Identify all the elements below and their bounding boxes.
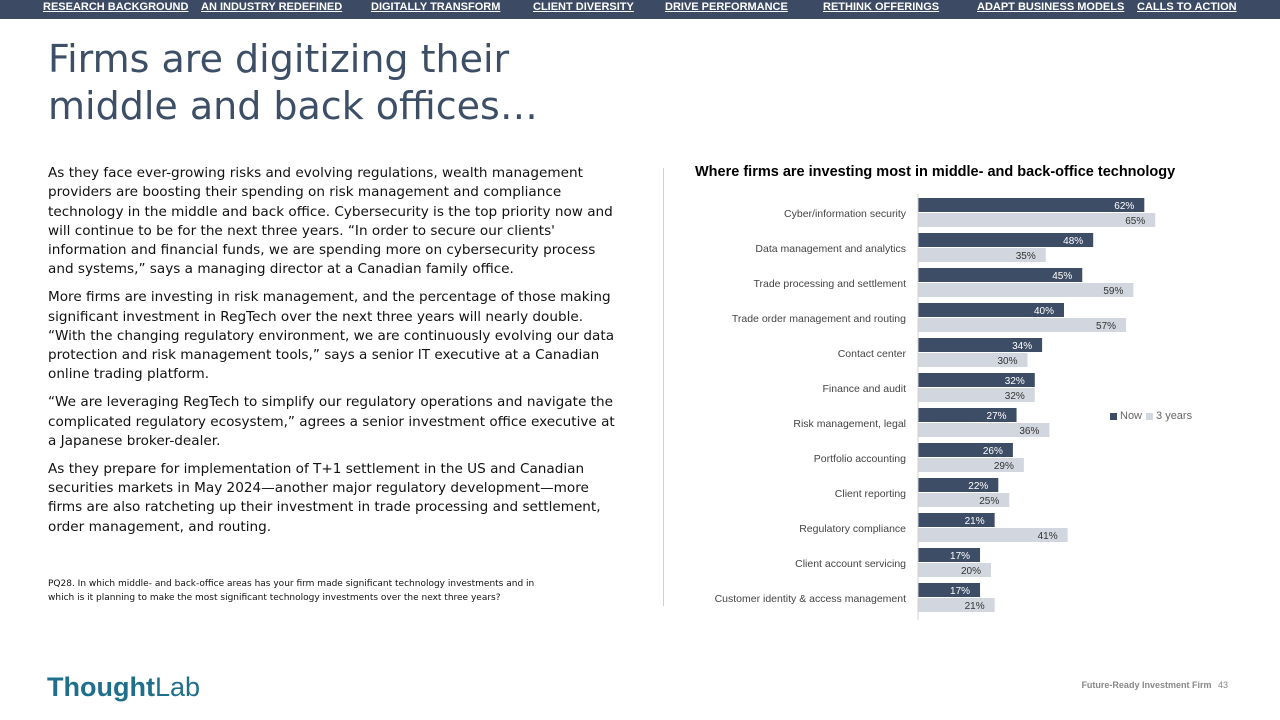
chart-title: Where firms are investing most in middle… xyxy=(695,164,1176,180)
bar-3-years-client-reporting xyxy=(918,493,1010,507)
survey-footnote: PQ28. In which middle- and back-office a… xyxy=(48,577,548,605)
data-label-now-customer-identity-access-management: 17% xyxy=(950,586,970,597)
nav-link-an-industry-redefined[interactable]: AN INDUSTRY REDEFINED xyxy=(201,1,343,13)
legend-label-now: Now xyxy=(1120,410,1143,422)
nav-link-client-diversity[interactable]: CLIENT DIVERSITY xyxy=(533,1,634,13)
category-label-trade-order-management-and-routing: Trade order management and routing xyxy=(732,313,906,325)
bar-3-years-regulatory-compliance xyxy=(918,528,1068,542)
body-text: As they face ever-growing risks and evol… xyxy=(48,164,616,545)
footnote-line-2: which is it planning to make the most si… xyxy=(48,593,501,603)
chart-legend: Now 3 years xyxy=(1110,410,1196,422)
nav-link-adapt-business-models[interactable]: ADAPT BUSINESS MODELS xyxy=(977,1,1125,13)
category-label-client-account-servicing: Client account servicing xyxy=(795,558,906,570)
body-paragraph-1: As they face ever-growing risks and evol… xyxy=(48,165,613,278)
category-label-portfolio-accounting: Portfolio accounting xyxy=(814,453,906,465)
data-label-now-cyber-information-security: 62% xyxy=(1114,201,1134,212)
page-title-line-1: Firms are digitizing their xyxy=(48,37,510,81)
data-label-now-risk-management-legal: 27% xyxy=(987,411,1007,422)
legend-swatch-now xyxy=(1110,412,1117,420)
data-label-3-years-client-account-servicing: 20% xyxy=(961,566,981,577)
logo-text-light: Lab xyxy=(154,672,201,702)
page-footer: Future-Ready Investment Firm 43 xyxy=(1081,680,1228,690)
bar-3-years-risk-management-legal xyxy=(918,423,1050,437)
data-label-3-years-data-management-and-analytics: 35% xyxy=(1016,251,1036,262)
data-label-3-years-client-reporting: 25% xyxy=(979,496,999,507)
bar-now-data-management-and-analytics xyxy=(918,233,1094,247)
category-label-client-reporting: Client reporting xyxy=(835,488,906,500)
bar-now-finance-and-audit xyxy=(918,373,1035,387)
bar-now-client-account-servicing xyxy=(918,548,981,562)
data-label-now-client-reporting: 22% xyxy=(968,481,988,492)
bar-3-years-cyber-information-security xyxy=(918,213,1156,227)
legend-item-now: Now xyxy=(1110,410,1142,422)
top-nav-bar: RESEARCH BACKGROUND AN INDUSTRY REDEFINE… xyxy=(0,0,1280,19)
bar-3-years-trade-order-management-and-routing xyxy=(918,318,1127,332)
nav-link-digitally-transform[interactable]: DIGITALLY TRANSFORM xyxy=(371,1,501,13)
bar-3-years-client-account-servicing xyxy=(918,563,991,577)
investment-bar-chart: Cyber/information security 62% 65% Data man… xyxy=(715,194,1156,620)
body-paragraph-2: More firms are investing in risk managem… xyxy=(48,289,615,383)
data-label-3-years-finance-and-audit: 32% xyxy=(1005,391,1025,402)
page-number: 43 xyxy=(1217,680,1228,690)
data-label-3-years-cyber-information-security: 65% xyxy=(1125,216,1145,227)
data-label-3-years-risk-management-legal: 36% xyxy=(1019,426,1039,437)
data-label-now-regulatory-compliance: 21% xyxy=(965,516,985,527)
bar-3-years-data-management-and-analytics xyxy=(918,248,1046,262)
bar-now-customer-identity-access-management xyxy=(918,583,981,597)
bar-now-client-reporting xyxy=(918,478,999,492)
category-label-customer-identity-access-management: Customer identity & access management xyxy=(715,593,907,605)
bar-now-trade-processing-and-settlement xyxy=(918,268,1083,282)
nav-link-rethink-offerings[interactable]: RETHINK OFFERINGS xyxy=(823,1,940,13)
bar-3-years-contact-center xyxy=(918,353,1028,367)
data-label-now-trade-order-management-and-routing: 40% xyxy=(1034,306,1054,317)
data-label-3-years-trade-order-management-and-routing: 57% xyxy=(1096,321,1116,332)
bar-now-risk-management-legal xyxy=(918,408,1017,422)
logo-text-bold: Thought xyxy=(47,672,155,702)
bar-now-cyber-information-security xyxy=(918,198,1145,212)
body-paragraph-3: “We are leveraging RegTech to simplify o… xyxy=(48,394,615,449)
data-label-now-client-account-servicing: 17% xyxy=(950,551,970,562)
legend-label-3-years: 3 years xyxy=(1156,410,1193,422)
nav-link-drive-performance[interactable]: DRIVE PERFORMANCE xyxy=(665,1,788,13)
page-title: Firms are digitizing their middle and ba… xyxy=(48,36,648,130)
data-label-3-years-contact-center: 30% xyxy=(997,356,1017,367)
legend-item-3-years: 3 years xyxy=(1146,410,1192,422)
category-label-data-management-and-analytics: Data management and analytics xyxy=(755,243,906,255)
body-paragraph-4: As they prepare for implementation of T+… xyxy=(48,460,601,535)
category-label-contact-center: Contact center xyxy=(838,348,907,360)
bar-now-portfolio-accounting xyxy=(918,443,1013,457)
vertical-divider xyxy=(663,168,664,606)
bar-now-trade-order-management-and-routing xyxy=(918,303,1064,317)
bar-3-years-customer-identity-access-management xyxy=(918,598,995,612)
data-label-now-contact-center: 34% xyxy=(1012,341,1032,352)
data-label-3-years-customer-identity-access-management: 21% xyxy=(965,601,985,612)
data-label-3-years-trade-processing-and-settlement: 59% xyxy=(1103,286,1123,297)
category-label-cyber-information-security: Cyber/information security xyxy=(784,208,907,220)
data-label-now-finance-and-audit: 32% xyxy=(1005,376,1025,387)
thoughtlab-logo: ThoughtLab xyxy=(47,672,200,703)
data-label-now-portfolio-accounting: 26% xyxy=(983,446,1003,457)
data-label-3-years-regulatory-compliance: 41% xyxy=(1038,531,1058,542)
category-label-risk-management-legal: Risk management, legal xyxy=(793,418,906,430)
bar-3-years-finance-and-audit xyxy=(918,388,1035,402)
bar-3-years-trade-processing-and-settlement xyxy=(918,283,1134,297)
data-label-now-trade-processing-and-settlement: 45% xyxy=(1052,271,1072,282)
bar-now-contact-center xyxy=(918,338,1043,352)
footer-brand: Future-Ready Investment Firm xyxy=(1081,680,1212,690)
nav-link-research-background[interactable]: RESEARCH BACKGROUND xyxy=(43,1,189,13)
legend-swatch-3-years xyxy=(1146,412,1154,420)
category-label-trade-processing-and-settlement: Trade processing and settlement xyxy=(753,278,906,290)
bar-3-years-portfolio-accounting xyxy=(918,458,1024,472)
nav-link-calls-to-action[interactable]: CALLS TO ACTION xyxy=(1137,1,1237,13)
bar-now-regulatory-compliance xyxy=(918,513,995,527)
category-label-regulatory-compliance: Regulatory compliance xyxy=(799,523,906,535)
footnote-line-1: PQ28. In which middle- and back-office a… xyxy=(48,579,535,589)
page-title-line-2: middle and back offices… xyxy=(48,84,538,128)
category-label-finance-and-audit: Finance and audit xyxy=(823,383,907,395)
data-label-3-years-portfolio-accounting: 29% xyxy=(994,461,1014,472)
data-label-now-data-management-and-analytics: 48% xyxy=(1063,236,1083,247)
